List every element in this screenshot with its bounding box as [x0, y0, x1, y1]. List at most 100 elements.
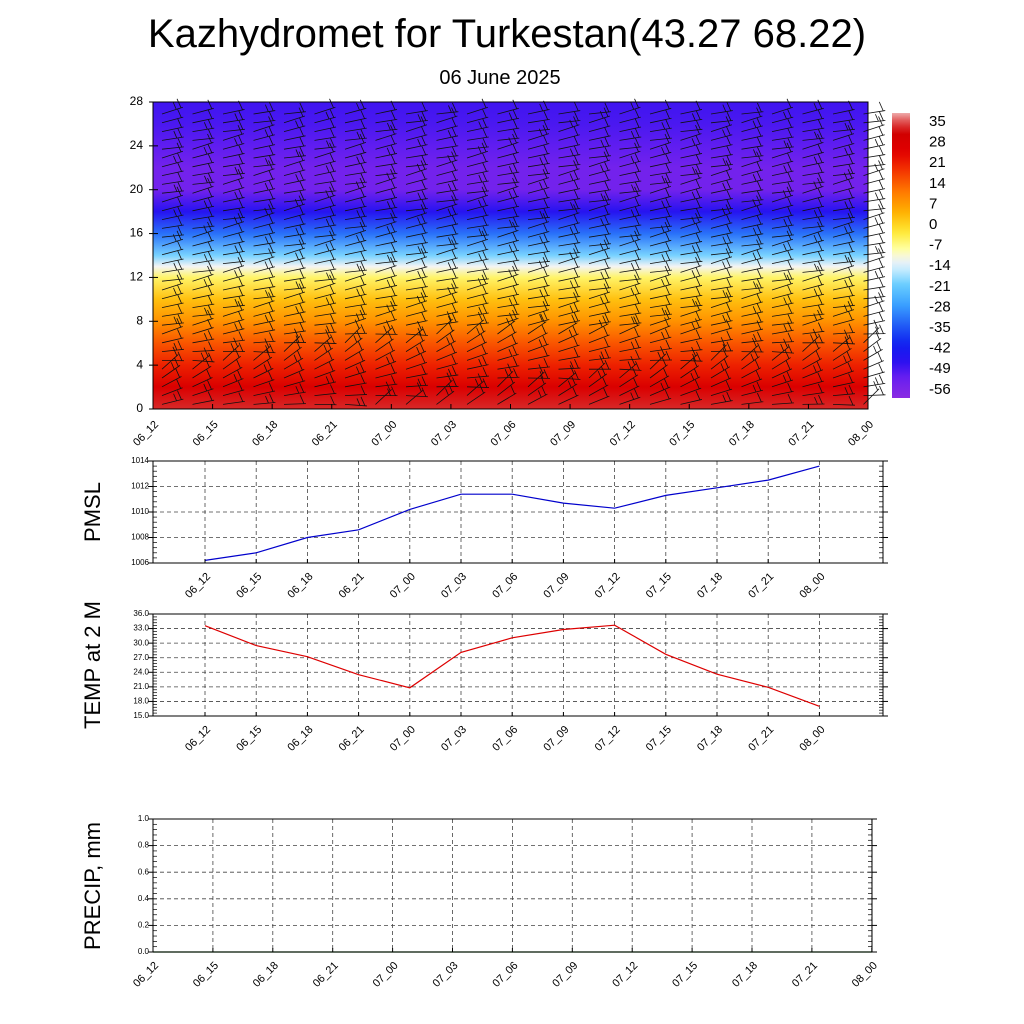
wind-barb	[192, 330, 215, 344]
wind-barb-feather	[722, 394, 727, 402]
wind-barb-shaft	[802, 205, 825, 212]
wind-barb-feather	[600, 164, 604, 172]
wind-barb-feather	[813, 365, 817, 373]
wind-barb-feather	[512, 251, 518, 261]
wind-barb	[741, 102, 764, 115]
wind-barb-feather	[173, 262, 178, 271]
wind-barb-shaft	[283, 145, 306, 150]
wind-barb-feather	[421, 179, 426, 190]
wind-barb-shaft	[497, 293, 520, 300]
wind-barb	[192, 187, 214, 203]
wind-barb	[558, 145, 581, 159]
wind-barb-feather	[695, 213, 700, 223]
wind-barb-feather	[448, 321, 454, 332]
wind-barb	[741, 205, 763, 220]
wind-barb-feather	[299, 224, 305, 235]
wind-barb-feather	[634, 98, 639, 108]
wind-barb-shaft	[680, 133, 702, 141]
wind-barb-feather	[878, 170, 884, 180]
wind-barb	[314, 108, 336, 124]
wind-barb	[344, 295, 367, 308]
wind-barb	[680, 164, 703, 176]
wind-barb-feather	[207, 265, 212, 276]
wind-barb	[222, 208, 245, 220]
wind-barb	[863, 341, 883, 361]
wind-barb-shaft	[558, 377, 581, 380]
wind-barb	[863, 199, 886, 212]
wind-barb-feather	[604, 268, 610, 279]
wind-barb	[222, 266, 245, 282]
wind-barb-feather	[386, 172, 391, 180]
temp-grid	[153, 613, 883, 717]
wind-barb-shaft	[771, 341, 794, 344]
wind-barb-feather	[634, 206, 640, 216]
wind-barb	[222, 232, 245, 247]
wind-barb-feather	[604, 180, 610, 191]
wind-barb-shaft	[527, 172, 550, 176]
wind-barb-shaft	[802, 347, 821, 361]
wind-barb	[436, 224, 459, 238]
wind-barb-shaft	[192, 161, 215, 168]
wind-barb-shaft	[161, 234, 184, 238]
wind-barb	[497, 312, 516, 335]
wind-barb-shaft	[497, 239, 519, 247]
wind-barb-feather	[818, 129, 823, 139]
wind-barb	[466, 230, 489, 247]
wind-barb-feather	[504, 369, 509, 377]
wind-barb	[375, 188, 398, 203]
wind-barb-feather	[481, 108, 487, 118]
x-tick-label: 06_12	[131, 419, 161, 449]
wind-barb-shaft	[253, 276, 276, 282]
wind-barb	[222, 296, 245, 308]
wind-barb	[253, 204, 275, 220]
wind-barb-feather	[234, 245, 239, 253]
wind-barb	[710, 204, 733, 220]
wind-barb-feather	[325, 376, 330, 384]
wind-barb-feather	[569, 226, 574, 235]
wind-barb	[436, 102, 459, 115]
wind-barb-feather	[390, 213, 395, 223]
wind-barb	[405, 342, 427, 361]
wind-barb	[802, 322, 825, 335]
wind-barb-shaft	[436, 233, 459, 238]
wind-barb-shaft	[375, 143, 397, 150]
wind-barb	[161, 304, 184, 317]
wind-barb-shaft	[802, 249, 825, 256]
wind-barb	[314, 284, 336, 300]
wind-barb-feather	[264, 314, 269, 323]
wind-barb-shaft	[405, 134, 428, 141]
wind-barb-feather	[478, 174, 483, 183]
wind-barb	[649, 173, 672, 185]
wind-barb	[771, 240, 794, 256]
wind-barb-feather	[542, 222, 548, 233]
wind-barb-feather	[298, 151, 304, 161]
wind-barb-feather	[664, 221, 670, 232]
wind-barb-feather	[416, 295, 421, 304]
y-tick-label: 1010	[131, 507, 149, 516]
wind-barb-feather	[817, 119, 823, 129]
wind-barb-shaft	[741, 179, 764, 185]
wind-barb-feather	[421, 233, 427, 244]
wind-barb-shaft	[436, 125, 458, 132]
wind-barb-shaft	[802, 137, 825, 141]
wind-barb	[466, 294, 489, 308]
wind-barb-feather	[420, 292, 426, 302]
wind-barb-feather	[600, 296, 604, 304]
wind-barb-feather	[817, 265, 822, 276]
wind-barb-feather	[631, 316, 635, 324]
wind-barb-feather	[604, 360, 610, 370]
wind-barb-shaft	[161, 224, 184, 229]
wind-barb-feather	[238, 110, 244, 120]
wind-barb-shaft	[802, 318, 824, 326]
wind-barb-shaft	[314, 292, 336, 300]
wind-barb-shaft	[161, 348, 184, 352]
wind-barb-feather	[386, 356, 390, 364]
wind-barb-shaft	[344, 348, 365, 361]
wind-barb-shaft	[436, 111, 459, 115]
wind-barb-shaft	[527, 197, 550, 203]
wind-barb-feather	[661, 307, 666, 315]
wind-barb	[710, 292, 733, 308]
x-tick-label: 06_21	[337, 571, 367, 601]
wind-barb-shaft	[466, 136, 489, 141]
wind-barb-feather	[874, 217, 879, 225]
